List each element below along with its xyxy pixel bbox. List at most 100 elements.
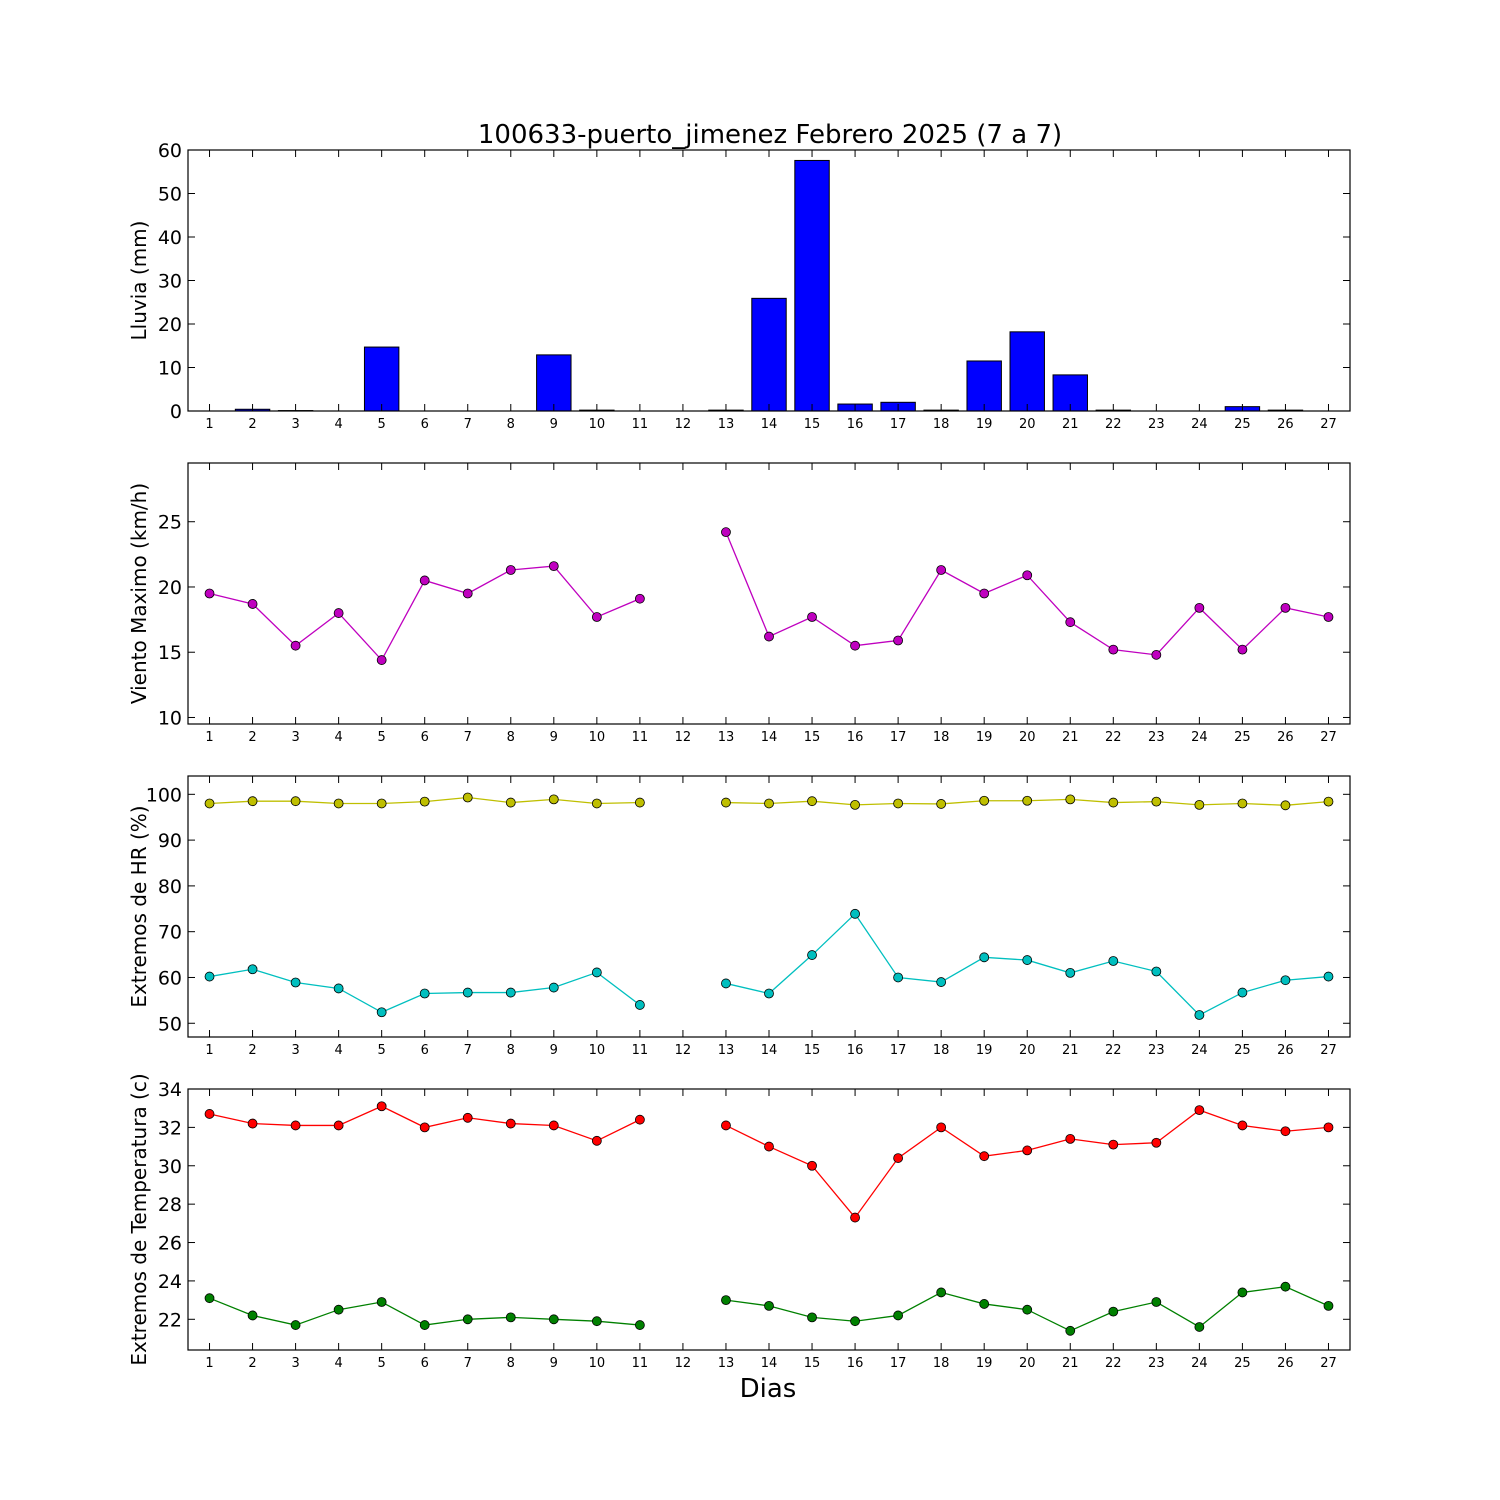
series-0-point-day-15 (807, 796, 817, 807)
x-tick-label: 13 (718, 1356, 735, 1371)
x-tick-label: 16 (847, 417, 864, 432)
series-0-point-day-9 (548, 1120, 559, 1131)
series-1-point-day-4 (333, 1304, 344, 1315)
x-tick-label: 14 (761, 1356, 778, 1371)
series-1-point-day-17 (893, 972, 904, 983)
series-1-point-day-16 (850, 908, 860, 919)
series-0-point-day-10 (591, 1135, 602, 1146)
x-tick-label: 22 (1105, 730, 1122, 745)
y-tick-label: 10 (158, 707, 182, 729)
x-tick-label: 19 (976, 417, 993, 432)
series-0-point-day-20 (1022, 570, 1033, 581)
x-tick-label: 25 (1234, 417, 1251, 432)
series-0-point-day-7 (462, 792, 473, 803)
series-0-point-day-19 (979, 1151, 990, 1162)
x-tick-label: 25 (1234, 1043, 1251, 1058)
series-0-point-day-3 (290, 1120, 301, 1131)
x-tick-label: 18 (933, 1356, 950, 1371)
x-tick-label: 17 (890, 417, 907, 432)
x-tick-label: 21 (1062, 730, 1079, 745)
series-0-point-day-26 (1280, 602, 1291, 613)
series-1-point-day-20 (1022, 1304, 1033, 1315)
x-tick-label: 6 (421, 730, 429, 745)
series-0-point-day-25 (1237, 644, 1248, 655)
series-0-point-day-11 (634, 1114, 645, 1125)
series-0-point-day-5 (376, 1101, 387, 1112)
x-tick-label: 13 (718, 1043, 735, 1058)
x-tick-label: 18 (933, 1043, 950, 1058)
series-0-point-day-25 (1237, 798, 1248, 809)
x-tick-label: 10 (589, 417, 606, 432)
x-tick-label: 9 (550, 1356, 558, 1371)
x-tick-label: 14 (761, 417, 778, 432)
series-0-point-day-27 (1323, 1122, 1334, 1133)
series-1-point-day-9 (548, 982, 559, 993)
x-tick-label: 23 (1148, 1356, 1165, 1371)
series-1-point-day-6 (419, 988, 430, 999)
chart-title: 100633-puerto_jimenez Febrero 2025 (7 a … (478, 120, 1062, 150)
series-0-point-day-23 (1151, 796, 1162, 807)
x-tick-label: 25 (1234, 1356, 1251, 1371)
x-tick-label: 25 (1234, 730, 1251, 745)
x-tick-label: 27 (1320, 417, 1337, 432)
x-tick-label: 17 (890, 1043, 907, 1058)
series-0-point-day-15 (807, 1160, 817, 1171)
y-tick-label: 15 (158, 642, 182, 664)
x-tick-label: 15 (804, 1356, 821, 1371)
series-0-point-day-9 (548, 794, 559, 805)
bar-day-20 (1009, 331, 1045, 412)
x-tick-label: 14 (761, 1043, 778, 1058)
x-tick-label: 27 (1320, 1356, 1337, 1371)
series-1-point-day-16 (850, 1316, 860, 1327)
series-1-point-day-9 (548, 1314, 559, 1325)
bar-day-5 (363, 346, 400, 412)
y-tick-label: 90 (158, 830, 182, 852)
series-1-point-day-25 (1237, 1287, 1248, 1298)
series-1-point-day-23 (1151, 966, 1162, 977)
y-tick-label: 20 (158, 314, 182, 336)
series-0-point-day-16 (850, 640, 860, 651)
x-tick-label: 12 (675, 417, 692, 432)
x-tick-label: 7 (464, 1043, 472, 1058)
x-tick-label: 11 (632, 1356, 649, 1371)
x-tick-label: 12 (675, 730, 692, 745)
x-tick-label: 15 (804, 417, 821, 432)
series-0-point-day-22 (1108, 644, 1119, 655)
x-tick-label: 8 (507, 1043, 515, 1058)
series-0-point-day-6 (419, 575, 430, 586)
x-tick-label: 23 (1148, 417, 1165, 432)
series-1-point-day-26 (1280, 1281, 1291, 1292)
series-1-point-day-21 (1065, 1325, 1076, 1336)
x-tick-label: 8 (507, 1356, 515, 1371)
series-1-point-day-22 (1108, 1306, 1119, 1317)
series-1-point-day-5 (376, 1007, 387, 1018)
x-tick-label: 2 (248, 417, 256, 432)
x-tick-label: 9 (550, 730, 558, 745)
series-1-point-day-7 (462, 987, 473, 998)
series-0-point-day-19 (979, 588, 990, 599)
series-0-point-day-3 (290, 640, 301, 651)
series-0-point-day-18 (936, 565, 947, 575)
x-tick-label: 3 (291, 1356, 299, 1371)
series-0-point-day-16 (850, 1212, 860, 1223)
series-0-point-day-22 (1108, 797, 1119, 808)
x-tick-label: 1 (205, 730, 213, 745)
series-0-line (725, 531, 1329, 656)
x-tick-label: 8 (507, 417, 515, 432)
x-tick-label: 26 (1277, 417, 1294, 432)
series-1-point-day-13 (721, 1295, 731, 1305)
x-tick-label: 11 (632, 730, 649, 745)
y-tick-label: 30 (158, 1156, 182, 1178)
bar-day-9 (536, 354, 572, 412)
x-tick-label: 20 (1019, 1356, 1036, 1371)
x-tick-label: 20 (1019, 730, 1036, 745)
series-1-point-day-17 (893, 1310, 904, 1321)
x-tick-label: 21 (1062, 417, 1079, 432)
series-0-point-day-4 (333, 798, 344, 809)
series-0-point-day-13 (721, 527, 731, 538)
series-0-point-day-23 (1151, 1137, 1162, 1148)
x-tick-label: 12 (675, 1356, 692, 1371)
y-tick-label: 50 (158, 184, 182, 206)
